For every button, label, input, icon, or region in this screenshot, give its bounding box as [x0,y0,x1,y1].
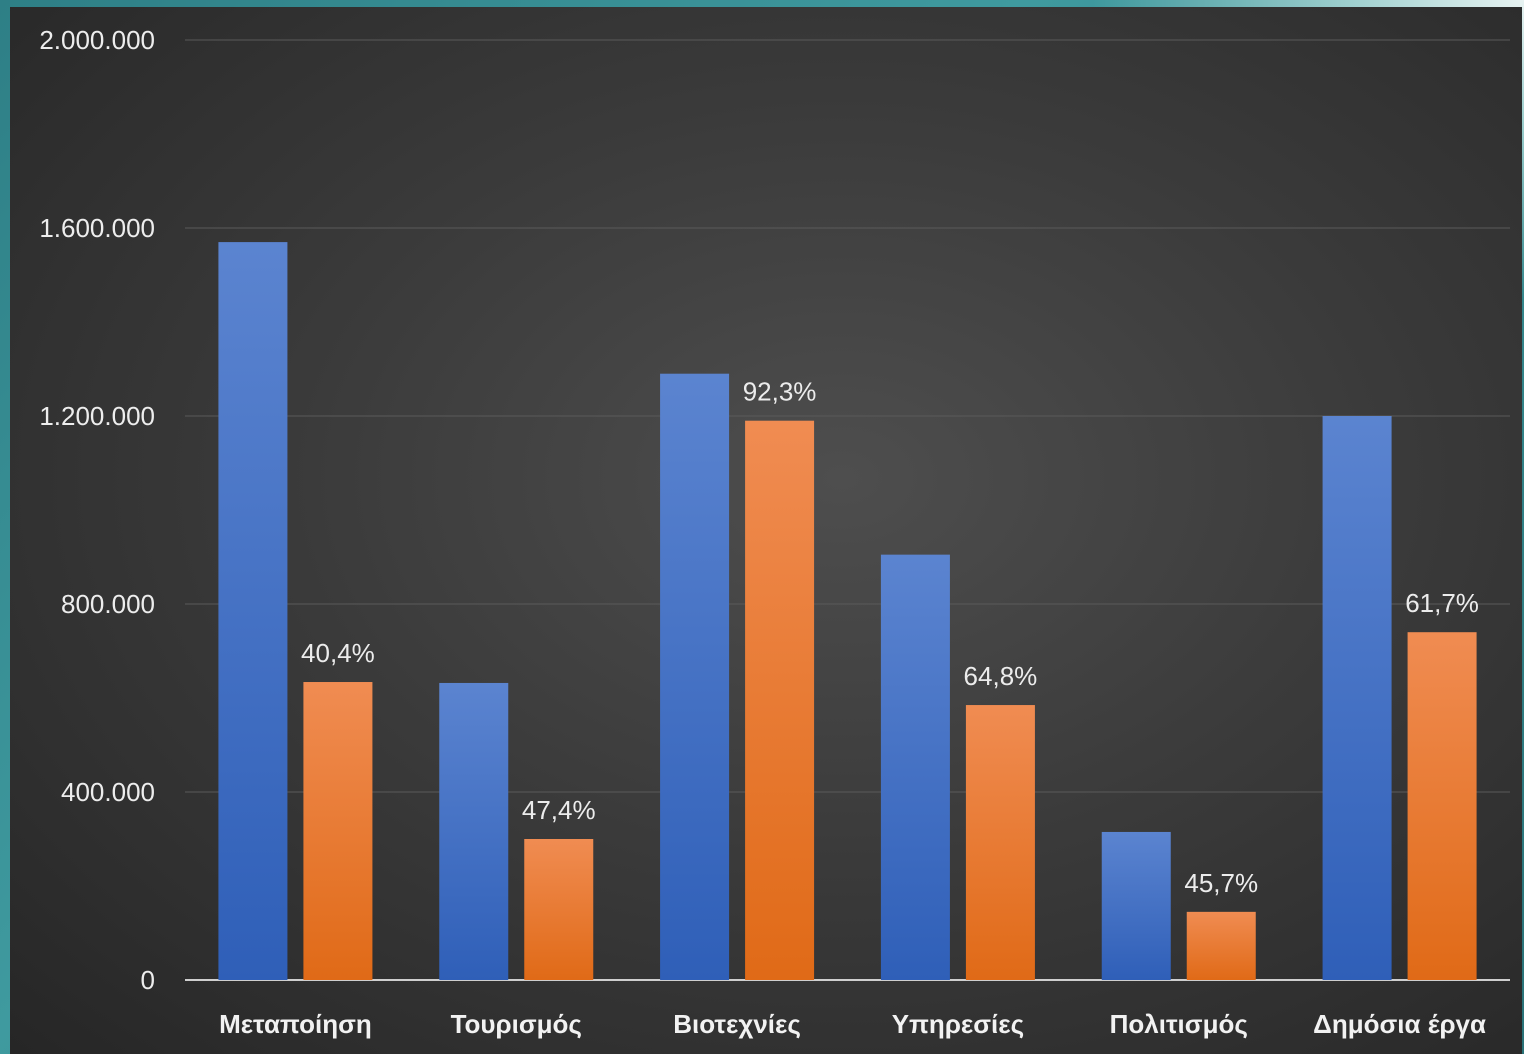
y-tick-label: 1.200.000 [39,401,155,431]
data-label: 47,4% [522,795,596,825]
bar-series-2 [965,705,1035,980]
data-label: 40,4% [301,638,375,668]
bar-series-2 [745,420,815,980]
bar-series-2 [1186,911,1256,980]
bar-series-1 [218,242,288,981]
x-category-label: Βιοτεχνίες [673,1009,801,1039]
data-label: 45,7% [1184,868,1258,898]
gridlines [185,39,1510,981]
x-category-label: Δημόσια έργα [1313,1009,1486,1039]
bar-series-1 [1101,831,1171,980]
x-category-label: Μεταποίηση [219,1009,372,1039]
data-label: 64,8% [964,661,1038,691]
bar-series-1 [880,554,950,980]
y-tick-label: 400.000 [61,777,155,807]
chart-panel: 0 400.000 800.000 1.200.000 1.600.000 2.000.0… [10,7,1522,1054]
bar-series-2 [524,839,594,980]
bar-series-2 [303,682,373,980]
y-tick-label: 2.000.000 [39,25,155,55]
y-tick-label: 800.000 [61,589,155,619]
data-label: 61,7% [1405,588,1479,618]
bar-series-1 [660,373,730,980]
bar-chart: 0 400.000 800.000 1.200.000 1.600.000 2.000.0… [39,25,1510,1039]
x-category-label: Τουρισμός [451,1009,582,1039]
data-label: 92,3% [743,377,817,407]
bars [218,242,1477,981]
bar-series-2 [1407,632,1477,980]
labels: 0 400.000 800.000 1.200.000 1.600.000 2.000.0… [39,25,1486,1039]
y-tick-label: 0 [141,965,155,995]
x-category-label: Υπηρεσίες [892,1009,1024,1039]
y-tick-label: 1.600.000 [39,213,155,243]
x-category-label: Πολιτισμός [1110,1009,1248,1039]
bar-series-1 [439,682,509,980]
bar-series-1 [1322,416,1392,980]
